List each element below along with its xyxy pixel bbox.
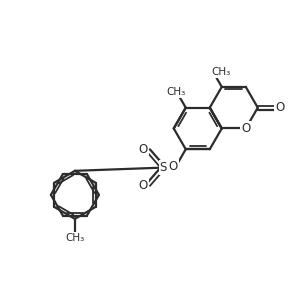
Text: CH₃: CH₃ [211,67,230,77]
Text: O: O [241,122,250,135]
Text: CH₃: CH₃ [166,87,185,97]
Text: O: O [169,160,178,173]
Text: O: O [139,179,148,192]
Text: O: O [275,101,284,114]
Text: CH₃: CH₃ [65,233,84,243]
Text: S: S [159,161,167,174]
Text: O: O [139,143,148,156]
